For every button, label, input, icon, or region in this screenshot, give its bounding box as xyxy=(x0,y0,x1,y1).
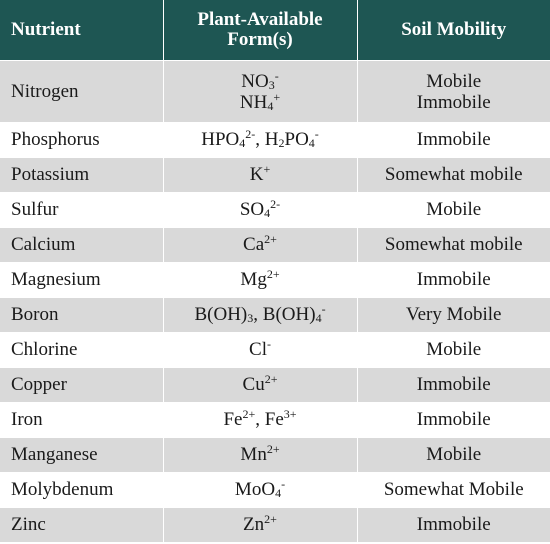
form-cell: B(OH)3, B(OH)4- xyxy=(163,297,358,333)
table-row: Manganese Mn2+ Mobile xyxy=(0,437,550,473)
form-cell: Ca2+ xyxy=(163,227,358,263)
chemical-form: MoO4- xyxy=(234,477,286,500)
table-row: Zinc Zn2+ Immobile xyxy=(0,507,550,543)
chemical-form: NO3- xyxy=(241,68,279,92)
table-row: Magnesium Mg2+ Immobile xyxy=(0,262,550,298)
table-row: Sulfur SO42- Mobile xyxy=(0,192,550,228)
nutrient-cell: Zinc xyxy=(0,507,164,543)
nutrient-cell: Potassium xyxy=(0,157,164,193)
nutrient-cell: Magnesium xyxy=(0,262,164,298)
nutrient-cell: Molybdenum xyxy=(0,472,164,508)
header-nutrient: Nutrient xyxy=(0,0,164,61)
header-forms-line1: Plant-Available xyxy=(197,9,323,30)
form-cell: Fe2+, Fe3+ xyxy=(163,402,358,438)
mobility-cell: Mobile xyxy=(357,192,550,228)
header-plant-available-forms: Plant-Available Form(s) xyxy=(163,0,358,61)
nutrient-cell: Iron xyxy=(0,402,164,438)
chemical-form: Mn2+ xyxy=(240,442,280,465)
header-row: Nutrient Plant-Available Form(s) Soil Mo… xyxy=(0,0,550,61)
table-row: Molybdenum MoO4- Somewhat Mobile xyxy=(0,472,550,508)
chemical-form: Ca2+ xyxy=(243,232,277,255)
chemical-form: B(OH)3, B(OH)4- xyxy=(194,302,326,325)
form-cell: K+ xyxy=(163,157,358,193)
chemical-form: HPO42-, H2PO4- xyxy=(201,127,319,150)
mobility-value: Mobile xyxy=(426,70,482,92)
header-forms-line2: Form(s) xyxy=(227,29,293,50)
mobility-value: Immobile xyxy=(416,91,491,113)
table-row: Copper Cu2+ Immobile xyxy=(0,367,550,403)
table-row: Phosphorus HPO42-, H2PO4- Immobile xyxy=(0,122,550,158)
table-row: Iron Fe2+, Fe3+ Immobile xyxy=(0,402,550,438)
nutrient-cell: Boron xyxy=(0,297,164,333)
mobility-value: Immobile xyxy=(416,514,491,535)
mobility-cell: Mobile xyxy=(357,437,550,473)
table-row: Calcium Ca2+ Somewhat mobile xyxy=(0,227,550,263)
nutrient-cell: Chlorine xyxy=(0,332,164,368)
chemical-form: NH4+ xyxy=(239,89,281,113)
mobility-value: Mobile xyxy=(426,339,482,360)
chemical-form: K+ xyxy=(249,162,271,185)
nutrient-cell: Copper xyxy=(0,367,164,403)
table-row: Chlorine Cl- Mobile xyxy=(0,332,550,368)
mobility-value: Somewhat mobile xyxy=(384,234,523,255)
chemical-form: SO42- xyxy=(239,197,281,220)
form-cell: NO3- NH4+ xyxy=(163,60,358,123)
mobility-cell: Somewhat mobile xyxy=(357,157,550,193)
mobility-value: Mobile xyxy=(426,444,482,465)
form-cell: HPO42-, H2PO4- xyxy=(163,122,358,158)
form-cell: Cl- xyxy=(163,332,358,368)
nutrient-cell: Nitrogen xyxy=(0,60,164,123)
table-row: Potassium K+ Somewhat mobile xyxy=(0,157,550,193)
chemical-form: Cl- xyxy=(249,337,271,360)
mobility-cell: Mobile xyxy=(357,332,550,368)
mobility-value: Very Mobile xyxy=(405,304,502,325)
nutrient-cell: Manganese xyxy=(0,437,164,473)
chemical-form: Fe2+, Fe3+ xyxy=(223,407,297,430)
form-cell: Mn2+ xyxy=(163,437,358,473)
mobility-cell: Immobile xyxy=(357,122,550,158)
mobility-value: Immobile xyxy=(416,374,491,395)
mobility-cell: Immobile xyxy=(357,402,550,438)
mobility-cell: Immobile xyxy=(357,262,550,298)
mobility-cell: Immobile xyxy=(357,507,550,543)
table-body: Nitrogen NO3- NH4+ Mobile Immobile Phosphorus… xyxy=(0,60,550,543)
mobility-value: Somewhat mobile xyxy=(384,164,523,185)
mobility-cell: Mobile Immobile xyxy=(357,60,550,123)
table-row: Boron B(OH)3, B(OH)4- Very Mobile xyxy=(0,297,550,333)
chemical-form: Mg2+ xyxy=(240,267,280,290)
nutrient-cell: Phosphorus xyxy=(0,122,164,158)
mobility-value: Immobile xyxy=(416,409,491,430)
nutrient-cell: Sulfur xyxy=(0,192,164,228)
mobility-value: Somewhat Mobile xyxy=(383,479,524,500)
nutrient-cell: Calcium xyxy=(0,227,164,263)
form-cell: MoO4- xyxy=(163,472,358,508)
form-cell: Zn2+ xyxy=(163,507,358,543)
table-header: Nutrient Plant-Available Form(s) Soil Mo… xyxy=(0,0,550,61)
chemical-form: Cu2+ xyxy=(242,372,278,395)
mobility-value: Immobile xyxy=(416,129,491,150)
form-cell: SO42- xyxy=(163,192,358,228)
chemical-form: Zn2+ xyxy=(243,512,277,535)
mobility-cell: Very Mobile xyxy=(357,297,550,333)
form-cell: Mg2+ xyxy=(163,262,358,298)
mobility-cell: Immobile xyxy=(357,367,550,403)
mobility-value: Mobile xyxy=(426,199,482,220)
mobility-cell: Somewhat mobile xyxy=(357,227,550,263)
table-row: Nitrogen NO3- NH4+ Mobile Immobile xyxy=(0,60,550,123)
form-cell: Cu2+ xyxy=(163,367,358,403)
mobility-value: Immobile xyxy=(416,269,491,290)
mobility-cell: Somewhat Mobile xyxy=(357,472,550,508)
header-soil-mobility: Soil Mobility xyxy=(357,0,550,61)
